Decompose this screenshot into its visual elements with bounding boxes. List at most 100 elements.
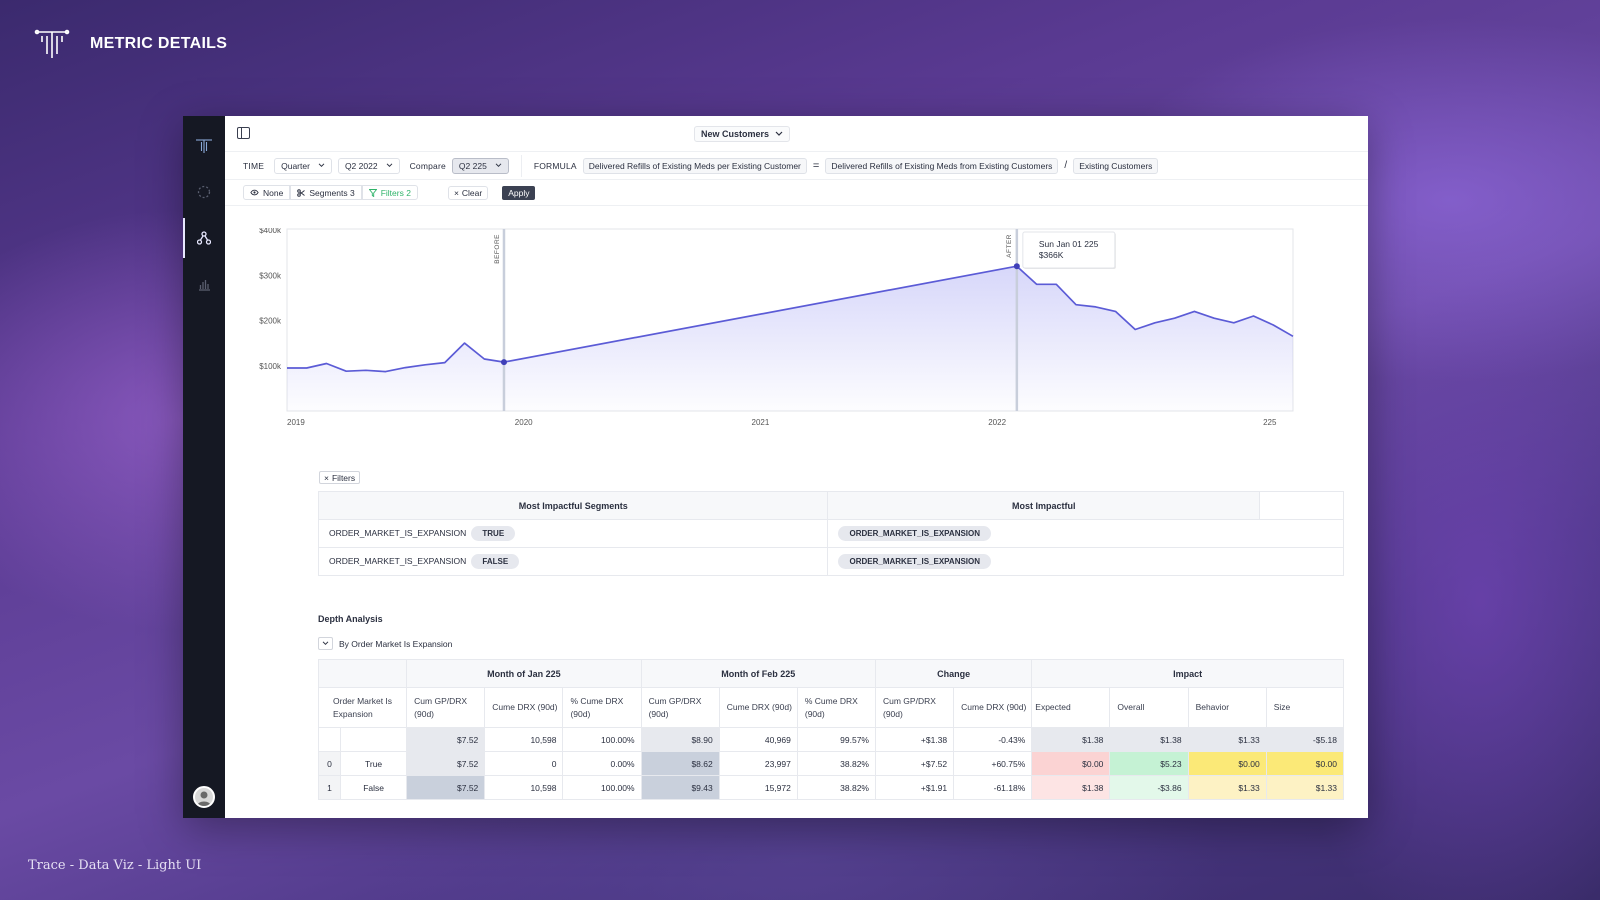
chevron-down-icon — [318, 163, 325, 168]
table-cell: 10,598 — [484, 775, 564, 800]
table-cell: 38.82% — [796, 751, 877, 776]
table-row[interactable]: 0 True $7.52 0 0.00% $8.62 23,997 38.82% +$7.52 +… — [317, 751, 1345, 776]
table-cell: $1.38 — [1109, 727, 1189, 752]
table-cell: $1.38 — [1031, 727, 1111, 752]
y-tick-label: $200k — [259, 317, 282, 326]
depth-analysis-table: Month of Jan 225 Month of Feb 225 Change… — [317, 659, 1345, 800]
segments-label: Segments 3 — [309, 187, 355, 198]
table-cell: $9.43 — [640, 775, 720, 800]
numerator-chip[interactable]: Delivered Refills of Existing Meds from … — [825, 157, 1059, 174]
table-cell: -$3.86 — [1109, 775, 1189, 800]
compare-label: Compare — [409, 160, 446, 171]
none-toggle[interactable]: None — [243, 185, 291, 200]
segment-name: ORDER_MARKET_IS_EXPANSION — [329, 528, 467, 538]
x-tick-label: 225 — [1263, 418, 1277, 427]
table-cell: +$7.52 — [874, 751, 955, 776]
column-header: Behavior — [1187, 687, 1267, 728]
y-tick-label: $100k — [259, 362, 282, 371]
column-header: Cume DRX (90d) — [484, 687, 564, 728]
x-tick-label: 2022 — [988, 418, 1006, 427]
rail-logo-icon[interactable] — [183, 126, 225, 166]
segment-name: ORDER_MARKET_IS_EXPANSION — [329, 556, 467, 566]
chevron-down-icon — [495, 163, 502, 168]
user-avatar[interactable] — [193, 786, 215, 808]
group-header: Change — [874, 659, 1033, 688]
segment-value-pill: TRUE — [471, 526, 516, 541]
controls-bar: TIME Quarter Q2 2022 Compare Q2 225 FORM… — [225, 152, 1368, 180]
table-cell: 23,997 — [718, 751, 798, 776]
rail-graph-icon[interactable] — [183, 218, 225, 258]
table-row[interactable]: ORDER_MARKET_IS_EXPANSION FALSE ORDER_MA… — [318, 547, 1344, 576]
column-header: Cume DRX (90d) — [718, 687, 798, 728]
impactful-pill: ORDER_MARKET_IS_EXPANSION — [838, 554, 992, 569]
metric-line-chart: BEFORE AFTER $400k $300k $200k $100k 2019 2020 2… — [259, 228, 1294, 427]
table-cell: $0.00 — [1031, 751, 1111, 776]
series-area — [287, 266, 1293, 411]
table-cell: 99.57% — [796, 727, 877, 752]
scissors-icon — [297, 188, 306, 197]
granularity-select[interactable]: Quarter — [274, 157, 332, 174]
top-bar: New Customers — [225, 116, 1368, 152]
depth-analysis-title: Depth Analysis — [318, 614, 383, 624]
table-cell: $1.33 — [1187, 727, 1267, 752]
footer-caption: Trace - Data Viz - Light UI — [28, 858, 202, 873]
filters-tag[interactable]: × Filters — [319, 471, 361, 484]
table-row[interactable]: 1 False $7.52 10,598 100.00% $9.43 15,972 38.82… — [317, 775, 1345, 800]
table-cell: $7.52 — [406, 751, 486, 776]
table-cell: $7.52 — [406, 727, 486, 752]
period-select[interactable]: Q2 2022 — [337, 157, 400, 174]
trace-logo-icon — [34, 29, 70, 58]
table-cell: $8.90 — [640, 727, 720, 752]
table-row[interactable]: $7.52 10,598 100.00% $8.90 40,969 99.57% +$1.3… — [317, 727, 1345, 752]
compare-select[interactable]: Q2 225 — [451, 157, 509, 174]
x-tick-label: 2019 — [287, 418, 305, 427]
funnel-icon — [368, 188, 377, 197]
data-point-after — [1013, 263, 1020, 270]
clear-button[interactable]: × Clear — [447, 185, 489, 200]
row-index: 0 — [317, 751, 342, 776]
table-cell: 0 — [484, 751, 564, 776]
group-header: Month of Feb 225 — [640, 659, 877, 688]
divide-sign: / — [1064, 160, 1068, 171]
table-cell: -$5.18 — [1265, 727, 1345, 752]
chevron-down-icon — [386, 163, 392, 168]
column-header: Overall — [1109, 687, 1189, 728]
rail-loading-icon[interactable] — [183, 172, 225, 212]
table-cell: +60.75% — [953, 751, 1033, 776]
table-cell: 0.00% — [562, 751, 642, 776]
segment-value-pill: FALSE — [471, 554, 520, 569]
group-by-toggle[interactable]: By Order Market Is Expansion — [318, 637, 452, 650]
formula-label: FORMULA — [533, 160, 577, 171]
equals-sign: = — [812, 159, 820, 172]
table-cell: $8.62 — [640, 751, 720, 776]
x-tick-label: 2021 — [752, 418, 770, 427]
column-header: Cum GP/DRX (90d) — [406, 687, 486, 728]
table-cell: $0.00 — [1187, 751, 1267, 776]
chevron-down-icon[interactable] — [318, 637, 333, 650]
table-cell: +$1.91 — [874, 775, 955, 800]
table-cell: 40,969 — [718, 727, 798, 752]
denominator-chip[interactable]: Existing Customers — [1073, 157, 1159, 174]
clear-label: Clear — [461, 187, 483, 198]
apply-button[interactable]: Apply — [502, 185, 536, 200]
y-tick-label: $300k — [259, 271, 282, 280]
group-header: Impact — [1031, 659, 1344, 688]
formula-metric-chip[interactable]: Delivered Refills of Existing Meds per E… — [582, 157, 807, 174]
dimension-header: Order Market Is Expansion — [317, 687, 408, 728]
group-header: Month of Jan 225 — [406, 659, 642, 688]
column-header: Cum GP/DRX (90d) — [874, 687, 955, 728]
tooltip-value: $366K — [1039, 250, 1064, 260]
filters-toggle[interactable]: Filters 2 — [361, 185, 418, 200]
panel-toggle-icon[interactable] — [237, 127, 250, 139]
close-icon: × — [453, 187, 459, 198]
table-cell: 38.82% — [796, 775, 877, 800]
table-cell: -0.43% — [953, 727, 1033, 752]
metric-select[interactable]: New Customers — [694, 126, 791, 142]
column-header: % Cume DRX (90d) — [562, 687, 642, 728]
segments-toggle[interactable]: Segments 3 — [290, 185, 362, 200]
rail-chart-icon[interactable] — [183, 264, 225, 304]
row-index — [317, 727, 342, 752]
y-tick-label: $400k — [259, 228, 282, 235]
filters-label: Filters 2 — [380, 187, 411, 198]
table-row[interactable]: ORDER_MARKET_IS_EXPANSION TRUE ORDER_MAR… — [318, 519, 1344, 548]
